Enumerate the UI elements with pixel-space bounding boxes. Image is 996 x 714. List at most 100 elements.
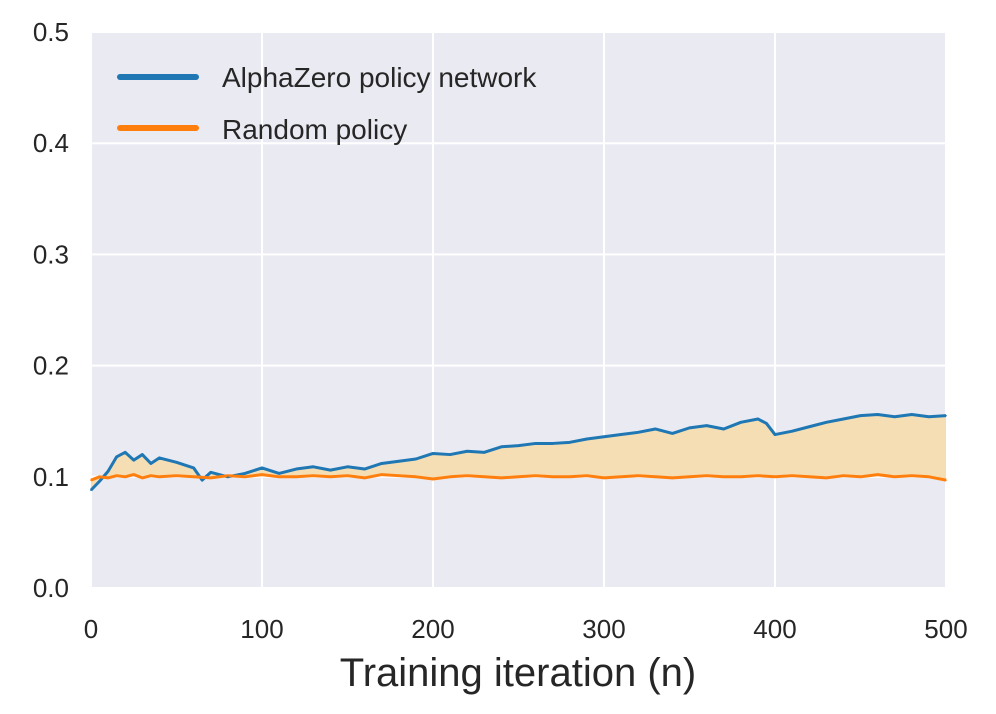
data-point-alphazero bbox=[449, 453, 451, 456]
data-point-random bbox=[928, 476, 930, 478]
data-point-alphazero bbox=[398, 460, 400, 463]
data-point-random bbox=[227, 474, 229, 477]
data-point-alphazero bbox=[380, 462, 383, 465]
data-point-random bbox=[449, 476, 451, 478]
data-point-alphazero bbox=[551, 442, 554, 445]
x-tick-label: 0 bbox=[84, 614, 98, 644]
data-point-random bbox=[688, 476, 691, 478]
data-point-random bbox=[141, 477, 144, 479]
data-point-random bbox=[586, 474, 588, 477]
data-point-random bbox=[115, 474, 118, 477]
y-tick-label: 0.5 bbox=[33, 17, 69, 47]
data-point-alphazero bbox=[722, 428, 725, 430]
data-point-random bbox=[774, 476, 776, 478]
data-point-random bbox=[98, 476, 101, 478]
data-point-alphazero bbox=[671, 432, 674, 435]
legend: AlphaZero policy network Random policy bbox=[117, 62, 537, 145]
data-point-random bbox=[654, 476, 657, 478]
data-point-random bbox=[346, 474, 349, 477]
data-point-random bbox=[132, 473, 135, 476]
data-point-random bbox=[569, 476, 571, 478]
data-point-alphazero bbox=[346, 465, 349, 468]
data-point-alphazero bbox=[945, 414, 947, 417]
data-point-random bbox=[158, 476, 161, 478]
data-point-alphazero bbox=[432, 452, 434, 455]
data-point-alphazero bbox=[201, 479, 203, 481]
data-point-alphazero bbox=[244, 472, 246, 475]
data-point-alphazero bbox=[192, 467, 195, 469]
data-point-alphazero bbox=[295, 468, 298, 470]
data-point-alphazero bbox=[876, 413, 879, 416]
data-point-alphazero bbox=[363, 468, 366, 470]
x-axis-label: Training iteration (n) bbox=[340, 651, 696, 695]
data-point-alphazero bbox=[175, 461, 178, 464]
data-point-random bbox=[192, 476, 195, 478]
data-point-alphazero bbox=[107, 470, 109, 473]
data-point-random bbox=[380, 473, 383, 476]
data-point-random bbox=[603, 477, 605, 479]
data-point-alphazero bbox=[158, 457, 161, 459]
data-point-alphazero bbox=[132, 459, 135, 461]
data-point-random bbox=[825, 477, 828, 479]
data-point-random bbox=[842, 474, 845, 477]
data-point-alphazero bbox=[98, 480, 101, 483]
x-tick-label: 200 bbox=[411, 614, 454, 644]
data-point-random bbox=[278, 476, 280, 478]
plot-background bbox=[91, 32, 946, 588]
data-point-random bbox=[415, 476, 417, 478]
x-tick-label: 300 bbox=[582, 614, 625, 644]
data-point-random bbox=[740, 476, 742, 478]
data-point-random bbox=[534, 474, 537, 477]
data-point-random bbox=[637, 474, 639, 477]
data-point-alphazero bbox=[141, 453, 144, 456]
fill-between-area bbox=[91, 414, 946, 491]
data-point-alphazero bbox=[278, 472, 280, 475]
data-point-alphazero bbox=[500, 445, 503, 448]
data-point-alphazero bbox=[791, 430, 793, 433]
data-point-alphazero bbox=[90, 489, 92, 491]
y-axis-ticks: 0.0 0.1 0.2 0.3 0.4 0.5 bbox=[33, 17, 69, 603]
x-tick-label: 100 bbox=[240, 614, 283, 644]
data-point-random bbox=[671, 477, 674, 479]
data-point-alphazero bbox=[637, 431, 639, 434]
legend-label-random: Random policy bbox=[222, 114, 407, 145]
data-point-random bbox=[295, 476, 298, 478]
data-point-alphazero bbox=[227, 476, 229, 478]
data-point-alphazero bbox=[115, 455, 118, 458]
data-point-alphazero bbox=[842, 418, 845, 420]
data-point-random bbox=[757, 474, 759, 477]
grid-lines bbox=[90, 31, 947, 589]
data-point-alphazero bbox=[688, 427, 691, 429]
data-point-alphazero bbox=[893, 415, 896, 418]
data-point-random bbox=[893, 476, 896, 478]
data-point-alphazero bbox=[705, 424, 708, 427]
data-point-random bbox=[329, 476, 332, 478]
data-point-random bbox=[808, 476, 810, 478]
data-points bbox=[90, 413, 947, 491]
data-point-random bbox=[244, 476, 246, 478]
y-tick-label: 0.4 bbox=[33, 128, 69, 158]
data-point-random bbox=[705, 474, 708, 477]
data-point-alphazero bbox=[620, 433, 622, 436]
data-point-random bbox=[911, 474, 913, 477]
data-point-alphazero bbox=[859, 414, 862, 417]
data-point-random bbox=[483, 476, 486, 478]
data-point-alphazero bbox=[415, 458, 417, 460]
data-point-random bbox=[466, 474, 469, 477]
data-point-alphazero bbox=[312, 465, 315, 468]
data-point-random bbox=[124, 476, 126, 478]
y-tick-label: 0.0 bbox=[33, 573, 69, 603]
data-point-alphazero bbox=[654, 428, 657, 430]
data-point-alphazero bbox=[150, 462, 152, 465]
data-point-random bbox=[261, 473, 263, 476]
data-point-random bbox=[432, 478, 434, 480]
data-point-alphazero bbox=[534, 442, 537, 445]
data-point-random bbox=[107, 477, 109, 479]
data-point-alphazero bbox=[757, 418, 759, 420]
y-tick-label: 0.2 bbox=[33, 351, 69, 381]
data-point-alphazero bbox=[928, 415, 930, 418]
data-point-alphazero bbox=[209, 471, 212, 474]
data-point-random bbox=[791, 474, 793, 477]
data-point-random bbox=[620, 476, 622, 478]
data-point-random bbox=[312, 474, 315, 477]
